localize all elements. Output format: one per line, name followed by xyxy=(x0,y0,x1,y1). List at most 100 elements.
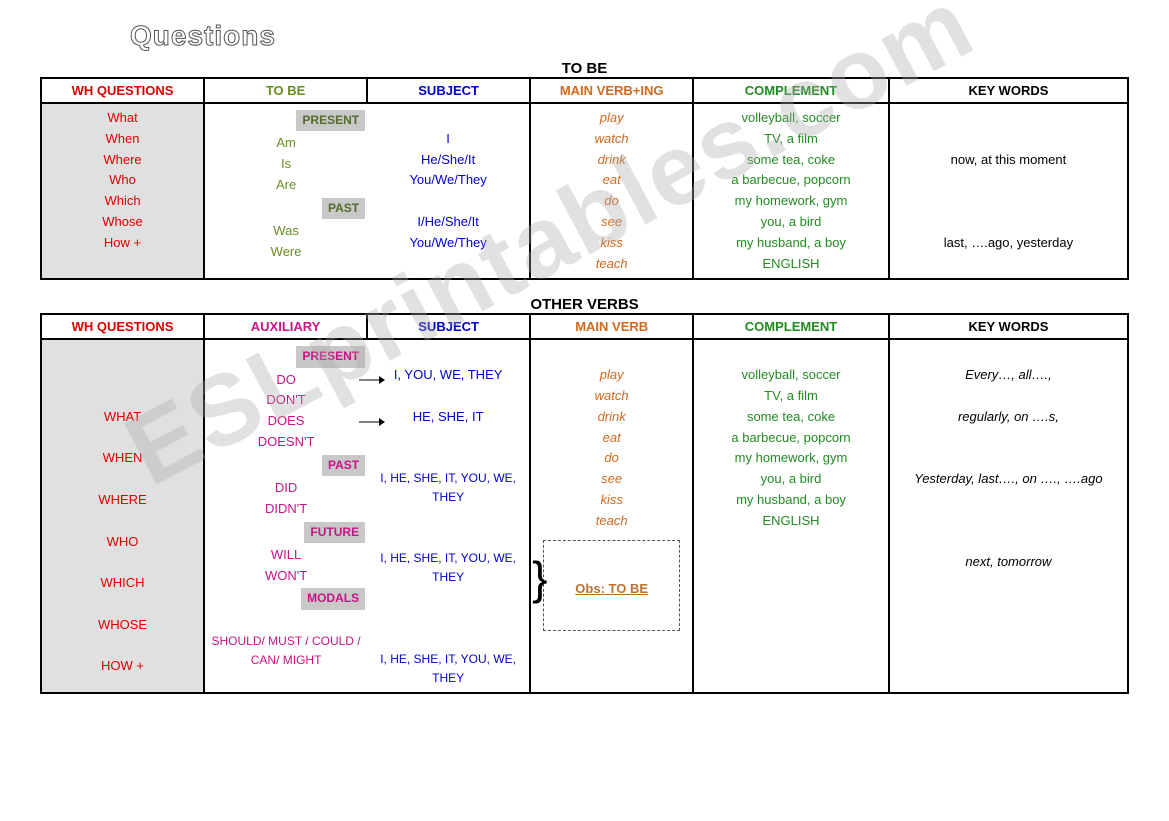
wh-item: WHICH xyxy=(44,573,201,594)
comp-item: TV, a film xyxy=(696,129,886,150)
comp-item: my homework, gym xyxy=(696,191,886,212)
key-item: next, tomorrow xyxy=(892,552,1125,573)
aux-item: WON'T xyxy=(207,566,365,587)
aux-item: DON'T xyxy=(207,390,365,411)
wh-item: WHO xyxy=(44,532,201,553)
comp-item: a barbecue, popcorn xyxy=(696,170,886,191)
comp-item: a barbecue, popcorn xyxy=(696,428,886,449)
wh-item: Who xyxy=(44,170,201,191)
verb-item: kiss xyxy=(533,233,690,254)
obs-text: Obs: TO BE xyxy=(575,581,648,596)
key-item: last, ….ago, yesterday xyxy=(892,233,1125,254)
verb-cell: play watch drink eat do see kiss teach }… xyxy=(530,339,693,693)
wh-item: What xyxy=(44,108,201,129)
hdr-key: KEY WORDS xyxy=(889,78,1128,103)
verb-item: see xyxy=(533,212,690,233)
comp-item: TV, a film xyxy=(696,386,886,407)
tobe-cell: PRESENT Am Is Are PAST Was Were xyxy=(204,103,367,279)
table-other: WH QUESTIONS AUXILIARY SUBJECT MAIN VERB… xyxy=(40,313,1129,694)
subject-cell: I, YOU, WE, THEY HE, SHE, IT I, HE, SHE,… xyxy=(367,339,530,693)
tobe-item: Was xyxy=(207,221,365,242)
comp-item: volleyball, soccer xyxy=(696,365,886,386)
hdr-subj: SUBJECT xyxy=(367,78,530,103)
table-tobe: WH QUESTIONS TO BE SUBJECT MAIN VERB+ING… xyxy=(40,77,1129,280)
tag-present: PRESENT xyxy=(296,346,365,367)
hdr-wh: WH QUESTIONS xyxy=(41,78,204,103)
comp-item: ENGLISH xyxy=(696,254,886,275)
table-row: WH QUESTIONS TO BE SUBJECT MAIN VERB+ING… xyxy=(41,78,1128,103)
subject-cell: I He/She/It You/We/They I/He/She/It You/… xyxy=(367,103,530,279)
aux-item: DID xyxy=(207,478,365,499)
section2-title: OTHER VERBS xyxy=(40,296,1129,313)
hdr-key: KEY WORDS xyxy=(889,314,1128,339)
tobe-item: Am xyxy=(207,133,365,154)
hdr-verb: MAIN VERB xyxy=(530,314,693,339)
aux-item: WILL xyxy=(207,545,365,566)
verb-item: watch xyxy=(533,386,690,407)
key-item: now, at this moment xyxy=(892,150,1125,171)
hdr-comp: COMPLEMENT xyxy=(693,314,889,339)
wh-item: WHEN xyxy=(44,448,201,469)
wh-item: Where xyxy=(44,150,201,171)
comp-item: my husband, a boy xyxy=(696,233,886,254)
tobe-item: Is xyxy=(207,154,365,175)
verb-item: kiss xyxy=(533,490,690,511)
verb-item: teach xyxy=(533,511,690,532)
verb-item: eat xyxy=(533,170,690,191)
subj-item: You/We/They xyxy=(369,233,527,254)
comp-item: my husband, a boy xyxy=(696,490,886,511)
comp-item: volleyball, soccer xyxy=(696,108,886,129)
wh-item: When xyxy=(44,129,201,150)
subj-item: He/She/It xyxy=(369,150,527,171)
key-item: Yesterday, last…., on …., ….ago xyxy=(892,469,1125,490)
verb-item: eat xyxy=(533,428,690,449)
verb-item: teach xyxy=(533,254,690,275)
wh-item: WHERE xyxy=(44,490,201,511)
subj-item: You/We/They xyxy=(369,170,527,191)
subj-item: I xyxy=(369,129,527,150)
aux-item: DO xyxy=(207,370,365,391)
wh-item: Which xyxy=(44,191,201,212)
complement-cell: volleyball, soccer TV, a film some tea, … xyxy=(693,339,889,693)
verb-item: do xyxy=(533,191,690,212)
hdr-verb: MAIN VERB+ING xyxy=(530,78,693,103)
comp-item: some tea, coke xyxy=(696,407,886,428)
wh-cell: WHAT WHEN WHERE WHO WHICH WHOSE HOW + xyxy=(41,339,204,693)
subj-item: I, HE, SHE, IT, YOU, WE, THEY xyxy=(369,549,527,587)
subj-item: I, HE, SHE, IT, YOU, WE, THEY xyxy=(369,469,527,507)
wh-item: HOW + xyxy=(44,656,201,677)
key-item: regularly, on ….s, xyxy=(892,407,1125,428)
verb-item: drink xyxy=(533,407,690,428)
subj-item: I, HE, SHE, IT, YOU, WE, THEY xyxy=(369,650,527,688)
comp-item: my homework, gym xyxy=(696,448,886,469)
subj-item: I, YOU, WE, THEY xyxy=(369,365,527,386)
tag-past: PAST xyxy=(322,198,365,219)
keywords-cell: now, at this moment last, ….ago, yesterd… xyxy=(889,103,1128,279)
verb-item: play xyxy=(533,365,690,386)
verb-item: play xyxy=(533,108,690,129)
verb-item: see xyxy=(533,469,690,490)
tag-future: FUTURE xyxy=(304,522,365,543)
tobe-item: Were xyxy=(207,242,365,263)
key-item: Every…, all…., xyxy=(892,365,1125,386)
wh-cell: What When Where Who Which Whose How + xyxy=(41,103,204,279)
tobe-item: Are xyxy=(207,175,365,196)
subj-item: I/He/She/It xyxy=(369,212,527,233)
verb-item: drink xyxy=(533,150,690,171)
tag-present: PRESENT xyxy=(296,110,365,131)
section1-title: TO BE xyxy=(40,60,1129,77)
comp-item: some tea, coke xyxy=(696,150,886,171)
tag-modals: MODALS xyxy=(301,588,365,609)
comp-item: ENGLISH xyxy=(696,511,886,532)
aux-cell: PRESENT DO DON'T DOES DOESN'T PAST DID D… xyxy=(204,339,367,693)
obs-box: } Obs: TO BE xyxy=(543,540,680,632)
wh-item: WHOSE xyxy=(44,615,201,636)
wh-item: WHAT xyxy=(44,407,201,428)
hdr-tobe: TO BE xyxy=(204,78,367,103)
complement-cell: volleyball, soccer TV, a film some tea, … xyxy=(693,103,889,279)
tag-past: PAST xyxy=(322,455,365,476)
page-title: Questions xyxy=(130,20,1129,52)
wh-item: How + xyxy=(44,233,201,254)
table-row: WH QUESTIONS AUXILIARY SUBJECT MAIN VERB… xyxy=(41,314,1128,339)
verb-item: watch xyxy=(533,129,690,150)
